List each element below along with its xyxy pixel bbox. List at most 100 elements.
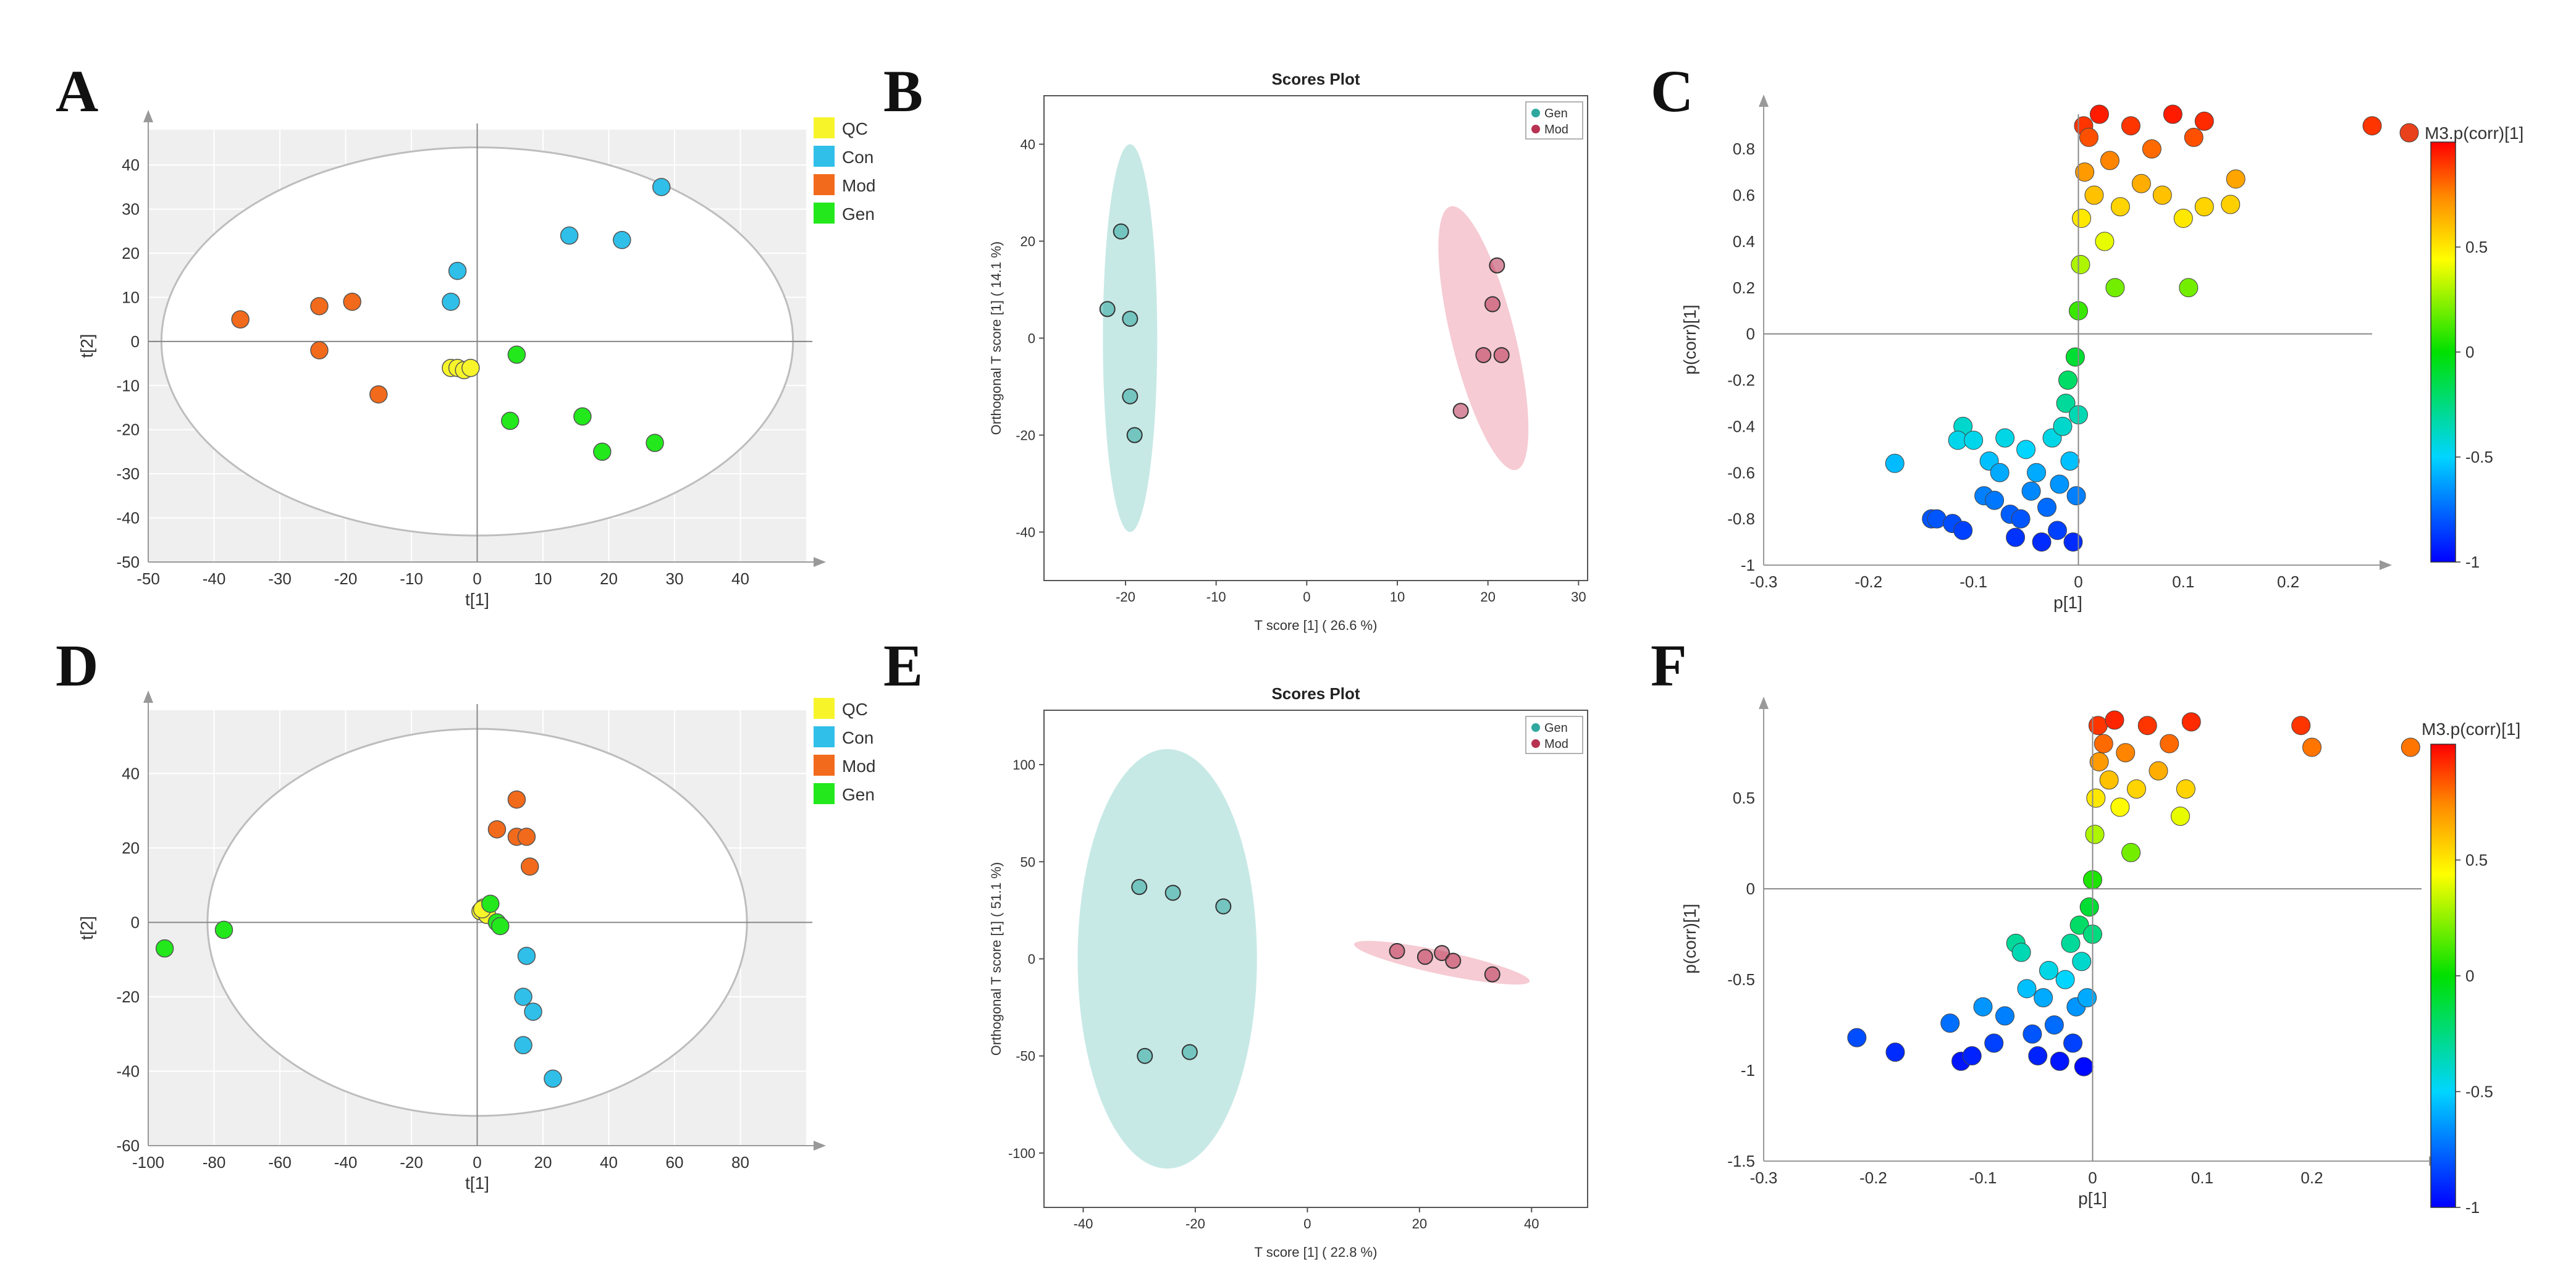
x-tick-label-9: 80 [731, 1153, 749, 1172]
point-gen-1 [1164, 884, 1181, 901]
point-mod-0 [487, 820, 507, 839]
y-tick-label-4: 20 [122, 839, 140, 857]
point-mod-3 [1493, 346, 1510, 363]
x-tick-label-8: 60 [666, 1153, 684, 1172]
point-variable-34 [2105, 710, 2124, 730]
x-tick-label-7: 20 [600, 569, 618, 588]
x-tick-label-0: -50 [137, 569, 160, 588]
y-axis-arrow [143, 110, 153, 122]
x-tick-label-6: 10 [534, 569, 552, 588]
point-qc-3 [461, 358, 480, 377]
point-variable-50 [2184, 127, 2203, 147]
legend-label-mod: Mod [1544, 737, 1568, 751]
point-variable-14 [2039, 960, 2058, 980]
y-tick-label-9: 40 [122, 156, 140, 174]
point-variable-44 [2181, 712, 2201, 732]
point-con-2 [560, 226, 579, 245]
point-variable-37 [2079, 127, 2098, 147]
point-variable-11 [2022, 1024, 2042, 1044]
x-axis-arrow [2380, 560, 2392, 570]
x-axis-label: p[1] [2078, 1189, 2107, 1208]
x-tick-label-5: 0.2 [2300, 1169, 2323, 1187]
confidence-ellipse-mod [1438, 206, 1529, 471]
y-tick-label-3: 50 [1021, 854, 1035, 870]
legend-marker-gen [1531, 109, 1540, 117]
x-axis-label: p[1] [2053, 593, 2082, 612]
point-variable-33 [2099, 770, 2119, 790]
point-variable-47 [2401, 737, 2420, 757]
x-tick-label-1: -20 [1185, 1216, 1205, 1232]
point-variable-9 [1985, 490, 2005, 510]
point-variable-12 [1995, 428, 2015, 448]
y-axis-arrow [1759, 94, 1769, 107]
point-variable-38 [2127, 779, 2146, 799]
point-variable-36 [2075, 162, 2095, 182]
x-tick-label-4: 20 [1480, 589, 1495, 605]
y-tick-label-1: -50 [1016, 1049, 1035, 1064]
confidence-ellipse-gen [1103, 144, 1158, 532]
point-variable-29 [2065, 347, 2085, 367]
colorbar-title: M3.p(corr)[1] [2422, 720, 2520, 739]
point-variable-19 [2063, 1033, 2083, 1053]
point-mod-2 [343, 292, 361, 311]
point-mod-3 [310, 341, 329, 359]
point-variable-37 [2121, 842, 2141, 862]
point-con-0 [517, 946, 536, 965]
point-variable-24 [2053, 416, 2073, 436]
legend-label-mod: Mod [842, 176, 875, 195]
legend-box [1525, 716, 1583, 754]
chart-title: Scores Plot [1271, 684, 1360, 703]
point-variable-11 [1990, 463, 2010, 482]
panel-label-a: A [56, 58, 98, 124]
y-tick-label-2: 0 [1028, 952, 1035, 967]
x-tick-label-5: 30 [1571, 589, 1586, 605]
y-tick-label-0: -50 [116, 553, 140, 571]
point-variable-22 [2048, 521, 2068, 540]
point-variable-30 [2066, 486, 2086, 506]
x-axis-label: t[1] [465, 590, 489, 609]
point-mod-1 [310, 296, 329, 316]
point-variable-49 [2173, 208, 2193, 228]
colorbar-tick-label-0: -1 [2465, 1198, 2480, 1217]
point-gen-4 [491, 917, 510, 936]
x-tick-label-4: 0.1 [2172, 573, 2194, 591]
point-variable-28 [2085, 825, 2105, 844]
x-tick-label-0: -0.3 [1750, 573, 1778, 591]
y-tick-label-5: 40 [122, 764, 140, 783]
point-variable-32 [2094, 734, 2113, 753]
y-tick-label-0: -100 [1008, 1146, 1035, 1161]
x-tick-label-4: 0.1 [2191, 1169, 2213, 1187]
point-variable-36 [2116, 743, 2136, 763]
y-axis-arrow [1759, 697, 1769, 709]
y-tick-label-9: 0.8 [1733, 140, 1755, 158]
y-tick-label-2: -20 [116, 988, 140, 1006]
point-variable-55 [2221, 195, 2241, 214]
point-gen-0 [1113, 223, 1129, 240]
chart-a-pca-scores: -50 -40 -30 -20 -10 0 10 20 30 40 -50 -40 -30 -20 -10 0… [77, 110, 875, 609]
legend-label-mod: Mod [842, 757, 875, 776]
y-tick-label-0: -60 [116, 1136, 140, 1155]
y-tick-label-4: 100 [1012, 757, 1035, 773]
point-variable-19 [2032, 532, 2052, 552]
point-mod-0 [1489, 257, 1505, 274]
x-tick-label-8: 30 [666, 569, 684, 588]
point-con-4 [652, 178, 671, 196]
y-tick-label-2: -30 [116, 464, 140, 483]
y-tick-label-4: 40 [1021, 137, 1035, 153]
colorbar-tick-label-1: -0.5 [2465, 448, 2493, 466]
confidence-ellipse-gen [1077, 749, 1257, 1169]
panel-label-e: E [883, 632, 923, 699]
y-tick-label-1: -40 [116, 1062, 140, 1080]
point-variable-12 [2028, 1046, 2048, 1066]
point-variable-14 [2006, 527, 2026, 547]
point-variable-53 [2194, 197, 2214, 217]
point-mod-0 [1389, 942, 1405, 959]
y-tick-label-0: -40 [1016, 525, 1035, 540]
point-variable-20 [2037, 497, 2057, 517]
point-variable-4 [1953, 521, 1973, 540]
point-mod-3 [1445, 952, 1462, 969]
point-variable-5 [1973, 997, 1993, 1017]
x-tick-label-0: -100 [132, 1153, 164, 1172]
point-variable-16 [2050, 1051, 2069, 1071]
